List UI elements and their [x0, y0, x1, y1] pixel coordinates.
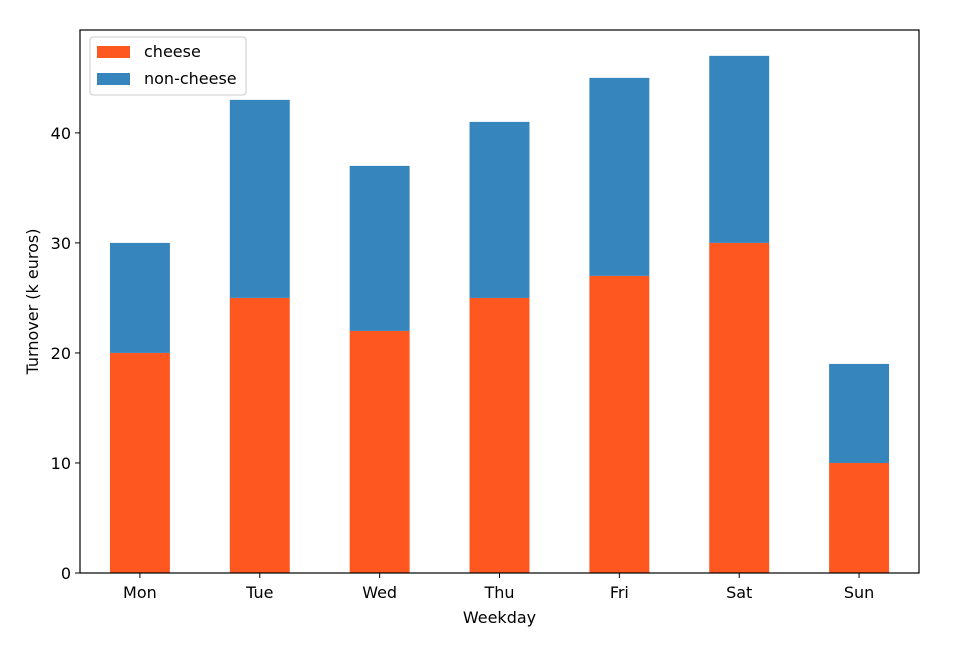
bar-cheese-wed: [349, 330, 410, 573]
x-tick-label-mon: Mon: [123, 583, 157, 602]
bar-cheese-tue: [229, 297, 290, 573]
y-tick-label-30: 30: [51, 234, 71, 253]
bar-non-cheese-fri: [589, 77, 650, 276]
y-tick-label-0: 0: [61, 564, 71, 583]
bar-non-cheese-wed: [349, 165, 410, 331]
bar-cheese-sat: [709, 242, 770, 573]
bar-non-cheese-sun: [829, 363, 890, 463]
legend-label-cheese: cheese: [144, 42, 201, 61]
x-axis-label: Weekday: [463, 608, 536, 627]
x-tick-label-fri: Fri: [610, 583, 629, 602]
x-tick-label-sun: Sun: [844, 583, 874, 602]
y-axis: 0 10 20 30 40: [51, 124, 80, 583]
x-tick-label-wed: Wed: [362, 583, 397, 602]
bar-non-cheese-tue: [229, 99, 290, 298]
bars-layer: [109, 55, 890, 573]
legend-swatch-non-cheese: [97, 73, 130, 85]
bar-non-cheese-thu: [469, 121, 530, 298]
y-tick-label-40: 40: [51, 124, 71, 143]
x-axis: Mon Tue Wed Thu Fri Sat Sun: [123, 573, 874, 602]
bar-cheese-mon: [109, 352, 170, 573]
x-tick-label-thu: Thu: [483, 583, 514, 602]
legend-label-non-cheese: non-cheese: [144, 69, 237, 88]
bar-non-cheese-sat: [709, 55, 770, 243]
x-tick-label-tue: Tue: [245, 583, 273, 602]
legend: cheese non-cheese: [89, 36, 247, 96]
bar-cheese-sun: [829, 462, 890, 573]
legend-swatch-cheese: [97, 46, 130, 58]
bar-non-cheese-mon: [109, 242, 170, 353]
x-tick-label-sat: Sat: [726, 583, 752, 602]
bar-cheese-thu: [469, 297, 530, 573]
y-tick-label-20: 20: [51, 344, 71, 363]
y-tick-label-10: 10: [51, 454, 71, 473]
y-axis-label: Turnover (k euros): [23, 229, 42, 376]
bar-cheese-fri: [589, 275, 650, 573]
